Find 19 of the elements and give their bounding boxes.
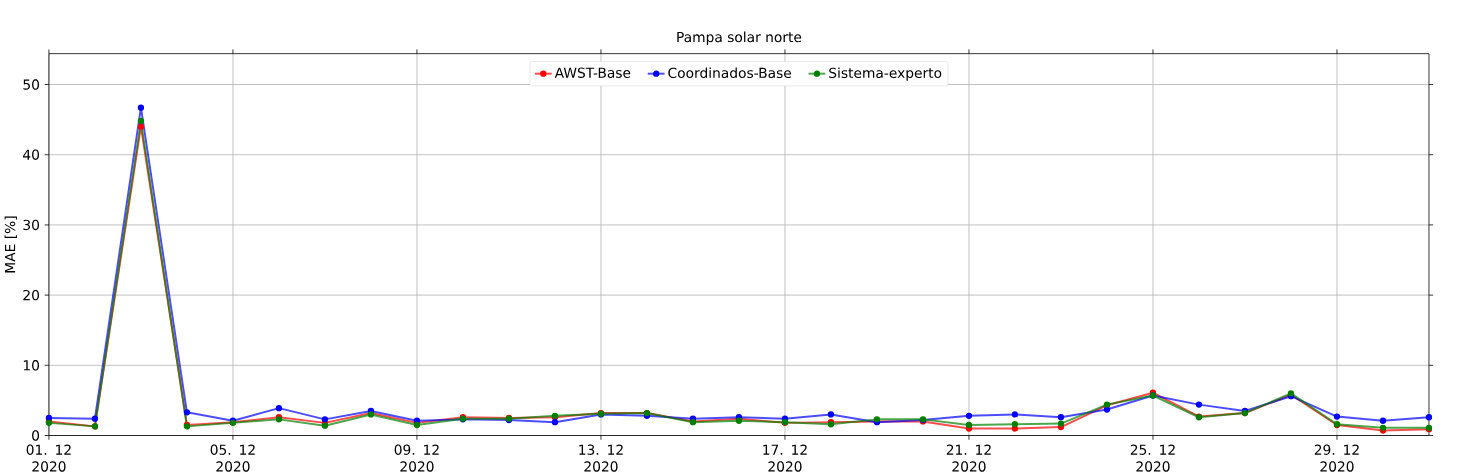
x-tick-label: 01. 12 2020 bbox=[26, 444, 71, 472]
y-tick-label: 10 bbox=[23, 359, 40, 371]
x-tick-label: 21. 12 2020 bbox=[946, 444, 991, 472]
y-tick-label: 20 bbox=[23, 289, 40, 301]
chart-title: Pampa solar norte bbox=[677, 31, 802, 45]
x-tick-label: 05. 12 2020 bbox=[210, 444, 255, 472]
legend-label: Coordinados-Base bbox=[668, 67, 792, 78]
y-axis-title: MAE [%] bbox=[4, 216, 17, 273]
y-tick-label: 0 bbox=[32, 430, 40, 441]
y-tick-label: 40 bbox=[23, 149, 40, 160]
legend-label: AWST-Base bbox=[554, 67, 631, 78]
x-tick-label: 17. 12 2020 bbox=[763, 444, 807, 472]
y-tick-label: 50 bbox=[23, 79, 40, 90]
y-tick-label: 30 bbox=[23, 219, 40, 230]
x-tick-label: 09. 12 2020 bbox=[394, 444, 439, 472]
x-tick-label: 13. 12 2020 bbox=[579, 444, 623, 472]
x-tick-label: 25. 12 2020 bbox=[1130, 444, 1175, 472]
x-tick-label: 29. 12 2020 bbox=[1314, 444, 1359, 472]
legend-label: Sistema-experto bbox=[829, 67, 942, 81]
